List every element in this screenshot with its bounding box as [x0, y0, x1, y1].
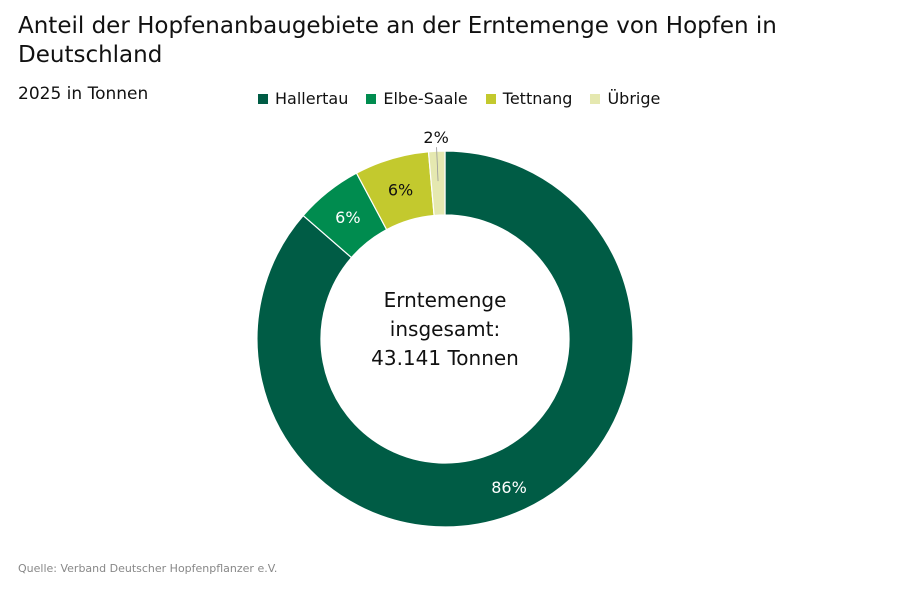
legend-label: Hallertau: [275, 89, 349, 108]
center-label-line: 43.141 Tonnen: [371, 346, 519, 370]
legend-item-uebrige: Übrige: [590, 89, 660, 108]
data-label: 6%: [388, 180, 413, 199]
center-label: Erntemenge insgesamt: 43.141 Tonnen: [345, 286, 545, 373]
legend-swatch: [485, 93, 496, 104]
legend: Hallertau Elbe-Saale Tettnang Übrige: [258, 89, 660, 108]
leader-line: [436, 147, 439, 182]
source-note: Quelle: Verband Deutscher Hopfenpflanzer…: [18, 562, 278, 575]
legend-label: Elbe-Saale: [383, 89, 468, 108]
legend-label: Übrige: [607, 89, 661, 108]
donut-slice-hallertau: [256, 150, 634, 528]
legend-item-hallertau: Hallertau: [258, 89, 348, 108]
center-label-line: insgesamt:: [389, 317, 501, 341]
legend-item-elbe-saale: Elbe-Saale: [366, 89, 468, 108]
data-label: 86%: [491, 478, 527, 497]
data-label: 2%: [423, 128, 448, 147]
data-label: 6%: [335, 208, 360, 227]
donut-slice--brige: [427, 150, 446, 217]
legend-item-tettnang: Tettnang: [485, 89, 573, 108]
chart-title: Anteil der Hopfenanbaugebiete an der Ern…: [18, 13, 777, 68]
legend-label: Tettnang: [502, 89, 573, 108]
center-label-line: Erntemenge: [383, 288, 507, 312]
chart-subtitle: 2025 in Tonnen: [18, 84, 149, 104]
legend-swatch: [590, 93, 601, 104]
legend-swatch: [366, 93, 377, 104]
legend-swatch: [258, 93, 268, 104]
